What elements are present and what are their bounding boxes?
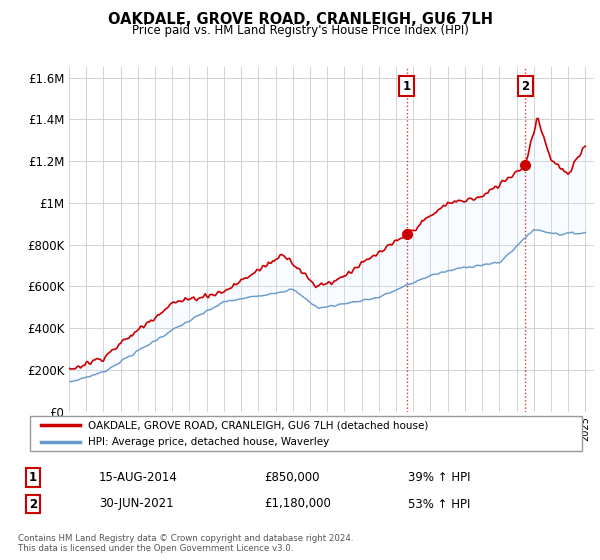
- Text: 2: 2: [29, 497, 37, 511]
- Text: 39% ↑ HPI: 39% ↑ HPI: [408, 470, 470, 484]
- Text: OAKDALE, GROVE ROAD, CRANLEIGH, GU6 7LH (detached house): OAKDALE, GROVE ROAD, CRANLEIGH, GU6 7LH …: [88, 421, 428, 431]
- Text: OAKDALE, GROVE ROAD, CRANLEIGH, GU6 7LH: OAKDALE, GROVE ROAD, CRANLEIGH, GU6 7LH: [107, 12, 493, 27]
- Text: Price paid vs. HM Land Registry's House Price Index (HPI): Price paid vs. HM Land Registry's House …: [131, 24, 469, 36]
- Text: 30-JUN-2021: 30-JUN-2021: [99, 497, 173, 511]
- Text: £850,000: £850,000: [264, 470, 320, 484]
- Text: Contains HM Land Registry data © Crown copyright and database right 2024.
This d: Contains HM Land Registry data © Crown c…: [18, 534, 353, 553]
- Text: 53% ↑ HPI: 53% ↑ HPI: [408, 497, 470, 511]
- Text: £1,180,000: £1,180,000: [264, 497, 331, 511]
- Text: HPI: Average price, detached house, Waverley: HPI: Average price, detached house, Wave…: [88, 437, 329, 447]
- Text: 1: 1: [403, 80, 411, 92]
- Text: 1: 1: [29, 470, 37, 484]
- Text: 15-AUG-2014: 15-AUG-2014: [99, 470, 178, 484]
- Text: 2: 2: [521, 80, 529, 92]
